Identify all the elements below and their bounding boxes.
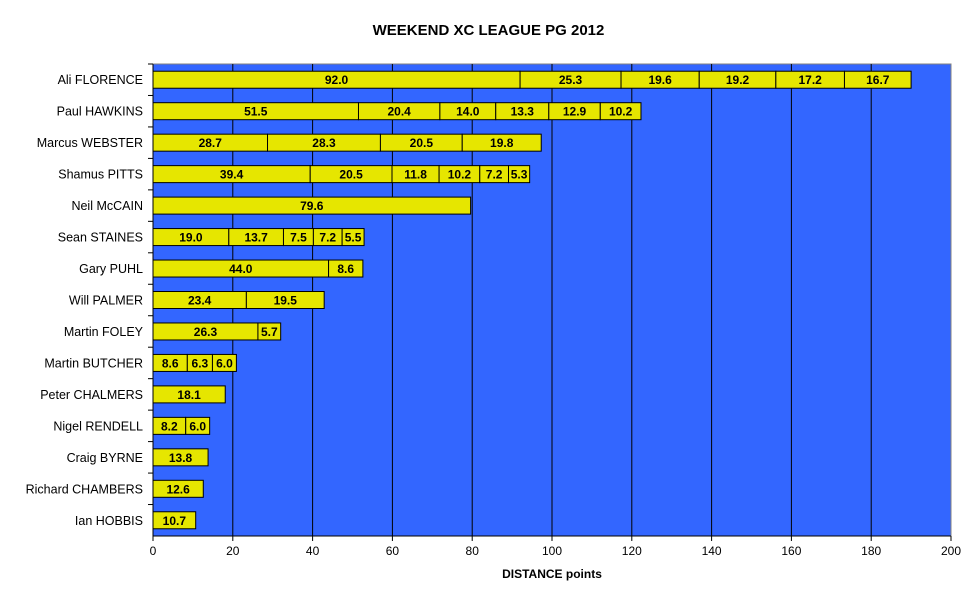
data-label: 39.4	[220, 168, 244, 182]
bar-segment	[185, 416, 211, 435]
x-tick-label: 100	[542, 544, 562, 558]
category-label: Martin FOLEY	[64, 325, 144, 339]
data-label: 28.3	[312, 136, 336, 150]
x-tick-label: 160	[781, 544, 801, 558]
data-label: 79.6	[300, 199, 324, 213]
data-label: 13.8	[169, 451, 193, 465]
data-label: 10.2	[609, 105, 633, 119]
category-label: Sean STAINES	[58, 231, 143, 245]
category-label: Gary PUHL	[79, 262, 143, 276]
category-label: Peter CHALMERS	[40, 388, 143, 402]
data-label: 19.2	[726, 73, 750, 87]
category-label: Paul HAWKINS	[57, 105, 143, 119]
data-label: 7.5	[290, 231, 307, 245]
bar-segment	[341, 228, 365, 247]
data-label: 5.3	[511, 168, 528, 182]
data-label: 14.0	[456, 105, 480, 119]
data-label: 7.2	[319, 231, 336, 245]
data-label: 6.0	[189, 419, 206, 433]
category-label: Nigel RENDELL	[53, 419, 143, 433]
data-label: 19.0	[179, 231, 203, 245]
bar-segment	[508, 165, 531, 184]
data-label: 16.7	[866, 73, 890, 87]
data-label: 19.8	[490, 136, 514, 150]
x-tick-label: 80	[466, 544, 480, 558]
category-labels: Ali FLORENCE Paul HAWKINS Marcus WEBSTER Sh…	[26, 63, 153, 528]
x-tick-label: 200	[941, 544, 961, 558]
data-label: 5.5	[345, 231, 362, 245]
data-label: 10.7	[163, 514, 187, 528]
data-label: 12.9	[563, 105, 587, 119]
x-axis-ticks: 0 20 40 60 80 100 120 140 160 180 200	[150, 64, 961, 558]
data-label: 12.6	[166, 482, 190, 496]
data-label: 20.5	[410, 136, 434, 150]
data-label: 44.0	[229, 262, 253, 276]
data-label: 20.5	[339, 168, 363, 182]
category-label: Richard CHAMBERS	[26, 482, 143, 496]
data-label: 13.3	[511, 105, 535, 119]
data-label: 10.2	[448, 168, 472, 182]
data-label: 17.2	[798, 73, 822, 87]
x-tick-label: 140	[702, 544, 722, 558]
bar-segment	[843, 70, 912, 89]
category-label: Martin BUTCHER	[44, 356, 143, 370]
data-label: 51.5	[244, 105, 268, 119]
x-tick-label: 60	[386, 544, 400, 558]
data-label: 28.7	[199, 136, 223, 150]
chart-title: WEEKEND XC LEAGUE PG 2012	[372, 22, 605, 39]
data-label: 6.3	[192, 356, 209, 370]
category-label: Ali FLORENCE	[58, 73, 143, 87]
data-label: 8.6	[337, 262, 354, 276]
segment-labels: 92.0 25.3 19.6 19.2 17.2 16.7 51.5 20.4 14.0 13.3…	[161, 73, 890, 528]
gridlines	[232, 64, 872, 536]
category-label: Shamus PITTS	[58, 168, 143, 182]
data-label: 8.6	[162, 356, 179, 370]
bar-segment	[328, 259, 364, 278]
x-tick-label: 20	[226, 544, 240, 558]
bar-segment	[245, 291, 325, 309]
data-label: 25.3	[559, 73, 583, 87]
data-label: 26.3	[194, 325, 218, 339]
data-label: 92.0	[325, 73, 349, 87]
data-label: 18.1	[177, 388, 201, 402]
bar-segment	[599, 102, 642, 121]
x-tick-label: 120	[622, 544, 642, 558]
data-label: 20.4	[388, 105, 412, 119]
category-label: Will PALMER	[69, 294, 143, 308]
data-label: 7.2	[486, 168, 503, 182]
x-axis-title: DISTANCE points	[502, 567, 602, 581]
bar-segment	[257, 322, 282, 341]
data-label: 5.7	[261, 325, 278, 339]
x-tick-label: 180	[861, 544, 881, 558]
category-label: Ian HOBBIS	[75, 514, 143, 528]
bar-segment	[211, 353, 237, 372]
data-label: 19.5	[274, 294, 298, 308]
category-label: Neil McCAIN	[71, 199, 143, 213]
category-label: Marcus WEBSTER	[37, 136, 143, 150]
bars	[152, 70, 912, 530]
x-tick-label: 40	[306, 544, 320, 558]
data-label: 23.4	[188, 294, 212, 308]
data-label: 6.0	[216, 356, 233, 370]
category-label: Craig BYRNE	[67, 451, 143, 465]
data-label: 19.6	[648, 73, 672, 87]
data-label: 13.7	[244, 231, 268, 245]
data-label: 8.2	[161, 419, 178, 433]
data-label: 11.8	[404, 168, 427, 182]
bar-segment	[461, 133, 542, 152]
x-tick-label: 0	[150, 544, 157, 558]
